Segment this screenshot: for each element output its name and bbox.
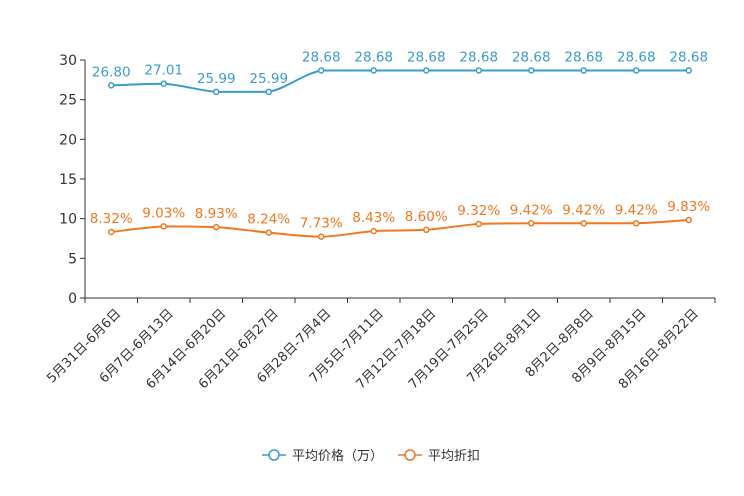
data-labels: 26.80 27.01 25.99 25.99 28.68 28.68 28.68 28.68… <box>90 49 711 231</box>
price-data-label: 28.68 <box>617 49 656 65</box>
price-data-label: 28.68 <box>354 49 393 65</box>
legend-label: 平均价格（万） <box>292 448 383 464</box>
discount-point <box>160 223 167 230</box>
y-tick-label: 25 <box>59 93 77 109</box>
legend-marker-icon <box>404 449 416 461</box>
discount-point <box>528 220 535 227</box>
y-tick-label: 30 <box>59 53 77 69</box>
price-data-label: 25.99 <box>249 71 288 87</box>
price-point <box>580 67 587 74</box>
discount-data-label: 8.60% <box>405 209 448 225</box>
discount-point <box>580 220 587 227</box>
discount-data-label: 8.32% <box>90 211 133 227</box>
discount-data-label: 9.03% <box>142 205 185 221</box>
discount-point <box>685 216 692 224</box>
discount-data-label: 7.73% <box>300 216 343 232</box>
price-point <box>423 67 430 74</box>
price-point <box>160 80 167 87</box>
price-data-label: 27.01 <box>144 63 183 79</box>
price-point <box>318 67 325 74</box>
discount-data-label: 9.42% <box>510 202 553 218</box>
price-data-label: 28.68 <box>512 49 551 65</box>
discount-point <box>318 233 325 240</box>
discount-data-label: 9.42% <box>562 202 605 218</box>
discount-point <box>475 220 482 228</box>
price-series-line <box>111 69 689 93</box>
price-point <box>265 88 272 96</box>
discount-data-label: 8.93% <box>195 206 238 222</box>
price-data-label: 28.68 <box>302 49 341 65</box>
y-tick-label: 0 <box>68 291 77 307</box>
price-point <box>370 67 377 74</box>
discount-point <box>213 223 220 231</box>
y-tick-label: 10 <box>59 212 77 228</box>
price-point <box>213 88 220 96</box>
discount-data-label: 9.83% <box>667 199 710 215</box>
discount-data-label: 8.43% <box>352 210 395 226</box>
discount-data-label: 9.42% <box>615 202 658 218</box>
price-data-label: 26.80 <box>92 64 131 80</box>
discount-point <box>370 227 377 235</box>
legend-item-price[interactable]: 平均价格（万） <box>262 448 383 464</box>
y-tick-label: 15 <box>59 172 77 188</box>
y-tick-label: 20 <box>59 132 77 148</box>
y-tick-label: 5 <box>68 251 77 267</box>
series <box>108 67 692 240</box>
price-point <box>475 67 482 74</box>
discount-point <box>423 226 430 234</box>
legend[interactable]: 平均价格（万） 平均折扣 <box>262 448 480 464</box>
price-point <box>528 67 535 74</box>
legend-label: 平均折扣 <box>428 449 480 464</box>
discount-series-line <box>111 219 689 238</box>
price-data-label: 25.99 <box>197 71 236 87</box>
price-data-label: 28.68 <box>669 49 708 65</box>
discount-point <box>265 229 272 236</box>
discount-data-label: 8.24% <box>247 212 290 228</box>
price-data-label: 28.68 <box>459 49 498 65</box>
price-point <box>108 82 115 89</box>
price-data-label: 28.68 <box>564 49 603 65</box>
legend-marker-icon <box>268 449 280 461</box>
discount-point <box>633 220 640 227</box>
price-data-label: 28.68 <box>407 49 446 65</box>
discount-point <box>108 228 115 236</box>
legend-item-discount[interactable]: 平均折扣 <box>398 449 480 464</box>
price-point <box>633 67 640 74</box>
price-point <box>685 67 692 74</box>
discount-data-label: 9.32% <box>457 203 500 219</box>
